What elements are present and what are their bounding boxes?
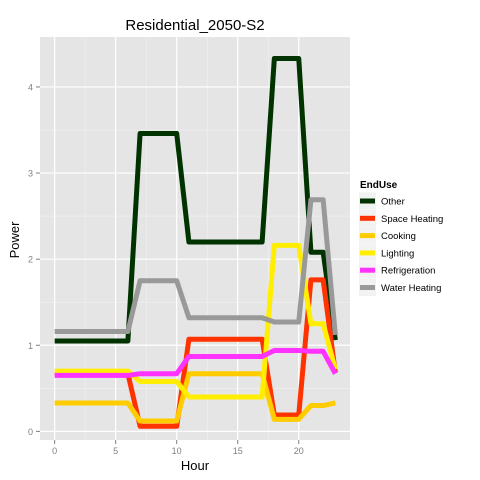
y-tick-label: 4	[28, 82, 33, 92]
legend-title: EndUse	[360, 180, 398, 191]
series-line-refrigeration	[54, 347, 338, 378]
legend-items: Other Space Heating Cooking Lighting Refrige…	[359, 192, 443, 296]
chart-title: Residential_2050-S2	[125, 17, 264, 34]
x-tick-label: 10	[172, 446, 182, 456]
y-tick-label: 3	[28, 169, 33, 179]
series-line-cooking	[54, 371, 336, 424]
x-axis-label: Hour	[181, 458, 210, 473]
legend-label-lighting: Lighting	[381, 248, 414, 259]
x-tick-label: 15	[233, 446, 243, 456]
x-tick-label: 0	[52, 446, 57, 456]
axes: 0 5 10 15 20 0 1 2 3 4	[28, 82, 304, 456]
series-line-water-heating	[54, 197, 338, 336]
legend-label-space-heating: Space Heating	[381, 214, 443, 225]
legend-label-water-heating: Water Heating	[381, 283, 441, 294]
legend-label-cooking: Cooking	[381, 231, 416, 242]
x-tick-label: 20	[294, 446, 304, 456]
series-line-lighting	[54, 242, 338, 400]
y-tick-label: 2	[28, 255, 33, 265]
legend: EndUse Other Space Heating Cooking Lighting…	[359, 180, 443, 296]
grid-lines	[40, 37, 350, 440]
x-tick-label: 5	[113, 446, 118, 456]
y-axis-label: Power	[7, 221, 22, 259]
y-tick-label: 1	[28, 341, 33, 351]
series-line-other	[54, 56, 338, 344]
series-lines	[54, 56, 338, 429]
y-tick-label: 0	[28, 427, 33, 437]
legend-label-refrigeration: Refrigeration	[381, 266, 435, 277]
legend-label-other: Other	[381, 197, 405, 208]
